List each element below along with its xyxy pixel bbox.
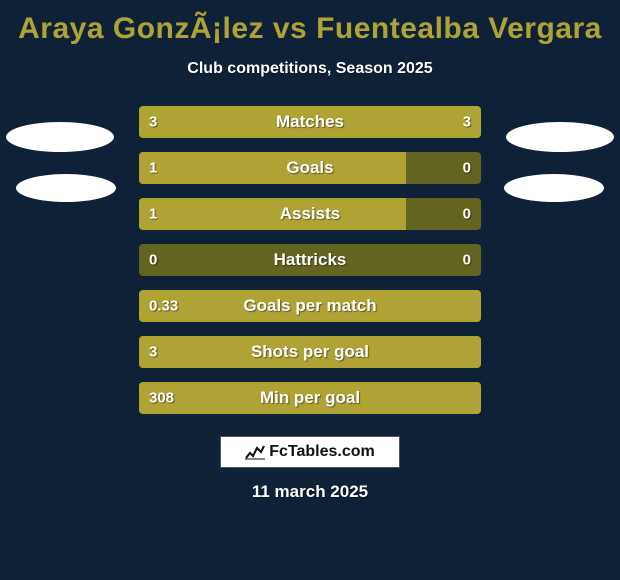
stat-bar-fill-left	[139, 336, 481, 368]
stat-bars: 33Matches10Goals10Assists00Hattricks0.33…	[139, 106, 481, 414]
stat-bar-fill-left	[139, 198, 406, 230]
comparison-card: Araya GonzÃ¡lez vs Fuentealba Vergara Cl…	[0, 0, 620, 580]
stat-bar-fill-right	[310, 106, 481, 138]
stat-label: Hattricks	[139, 250, 481, 270]
brand-badge[interactable]: FcTables.com	[220, 436, 400, 468]
stat-value-right: 0	[463, 252, 471, 269]
page-title: Araya GonzÃ¡lez vs Fuentealba Vergara	[0, 12, 620, 46]
stat-bar-fill-left	[139, 290, 481, 322]
stat-value-left: 0	[149, 252, 157, 269]
stat-bar-fill-left	[139, 382, 481, 414]
stat-bar: 308Min per goal	[139, 382, 481, 414]
stat-bar-fill-left	[139, 152, 406, 184]
player-left-badge-1	[6, 122, 114, 152]
stat-bar: 3Shots per goal	[139, 336, 481, 368]
stat-bar-fill-left	[139, 106, 310, 138]
stat-bar: 10Goals	[139, 152, 481, 184]
date-text: 11 march 2025	[0, 482, 620, 502]
stat-value-right: 0	[463, 206, 471, 223]
player-right-badge-2	[504, 174, 604, 202]
chart-line-icon	[245, 444, 265, 460]
stat-bar: 33Matches	[139, 106, 481, 138]
player-left-badge-2	[16, 174, 116, 202]
stat-bar: 0.33Goals per match	[139, 290, 481, 322]
stat-bar: 10Assists	[139, 198, 481, 230]
player-right-badge-1	[506, 122, 614, 152]
stat-value-right: 0	[463, 160, 471, 177]
subtitle: Club competitions, Season 2025	[0, 60, 620, 78]
stat-bar: 0 0Hattricks	[139, 244, 481, 276]
brand-text: FcTables.com	[269, 443, 375, 461]
